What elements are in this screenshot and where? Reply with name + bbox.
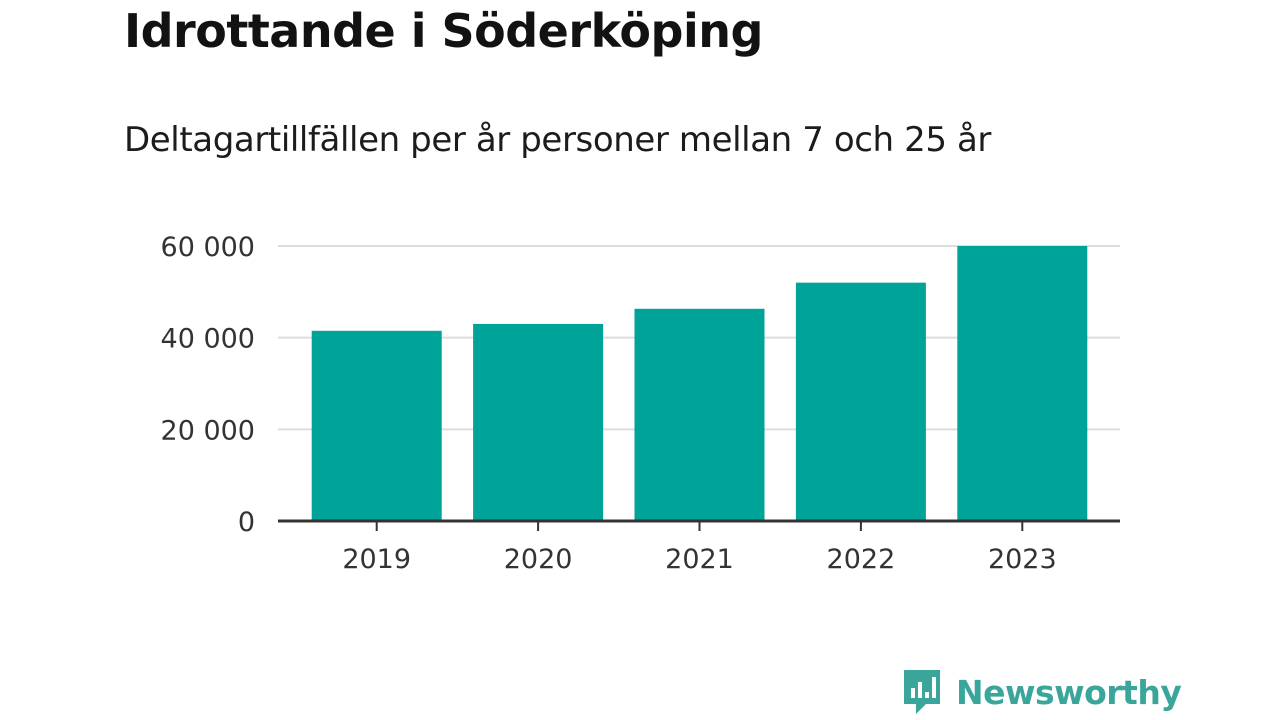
x-tick-label: 2021 bbox=[665, 544, 734, 575]
bar bbox=[473, 323, 604, 521]
y-tick-label: 20 000 bbox=[161, 415, 255, 446]
chart-subtitle: Deltagartillfällen per år personer mella… bbox=[124, 120, 992, 160]
newsworthy-logo-icon bbox=[904, 670, 940, 714]
brand-name: Newsworthy bbox=[956, 672, 1182, 712]
bar bbox=[957, 246, 1088, 521]
y-tick-label: 60 000 bbox=[161, 232, 255, 263]
y-tick-label: 0 bbox=[238, 507, 255, 538]
chart-title: Idrottande i Söderköping bbox=[124, 4, 763, 58]
bar bbox=[795, 282, 926, 521]
x-tick-label: 2023 bbox=[988, 544, 1057, 575]
x-tick-label: 2019 bbox=[342, 544, 411, 575]
x-tick-label: 2020 bbox=[504, 544, 573, 575]
x-tick-label: 2022 bbox=[827, 544, 896, 575]
axes: 0 20 000 40 000 60 000 2019 2020 2021 2022 2023 bbox=[161, 232, 1120, 575]
bars bbox=[311, 246, 1088, 521]
y-tick-label: 40 000 bbox=[161, 324, 255, 355]
bar bbox=[634, 308, 765, 521]
brand: Newsworthy bbox=[902, 668, 1182, 716]
bar bbox=[311, 330, 442, 521]
